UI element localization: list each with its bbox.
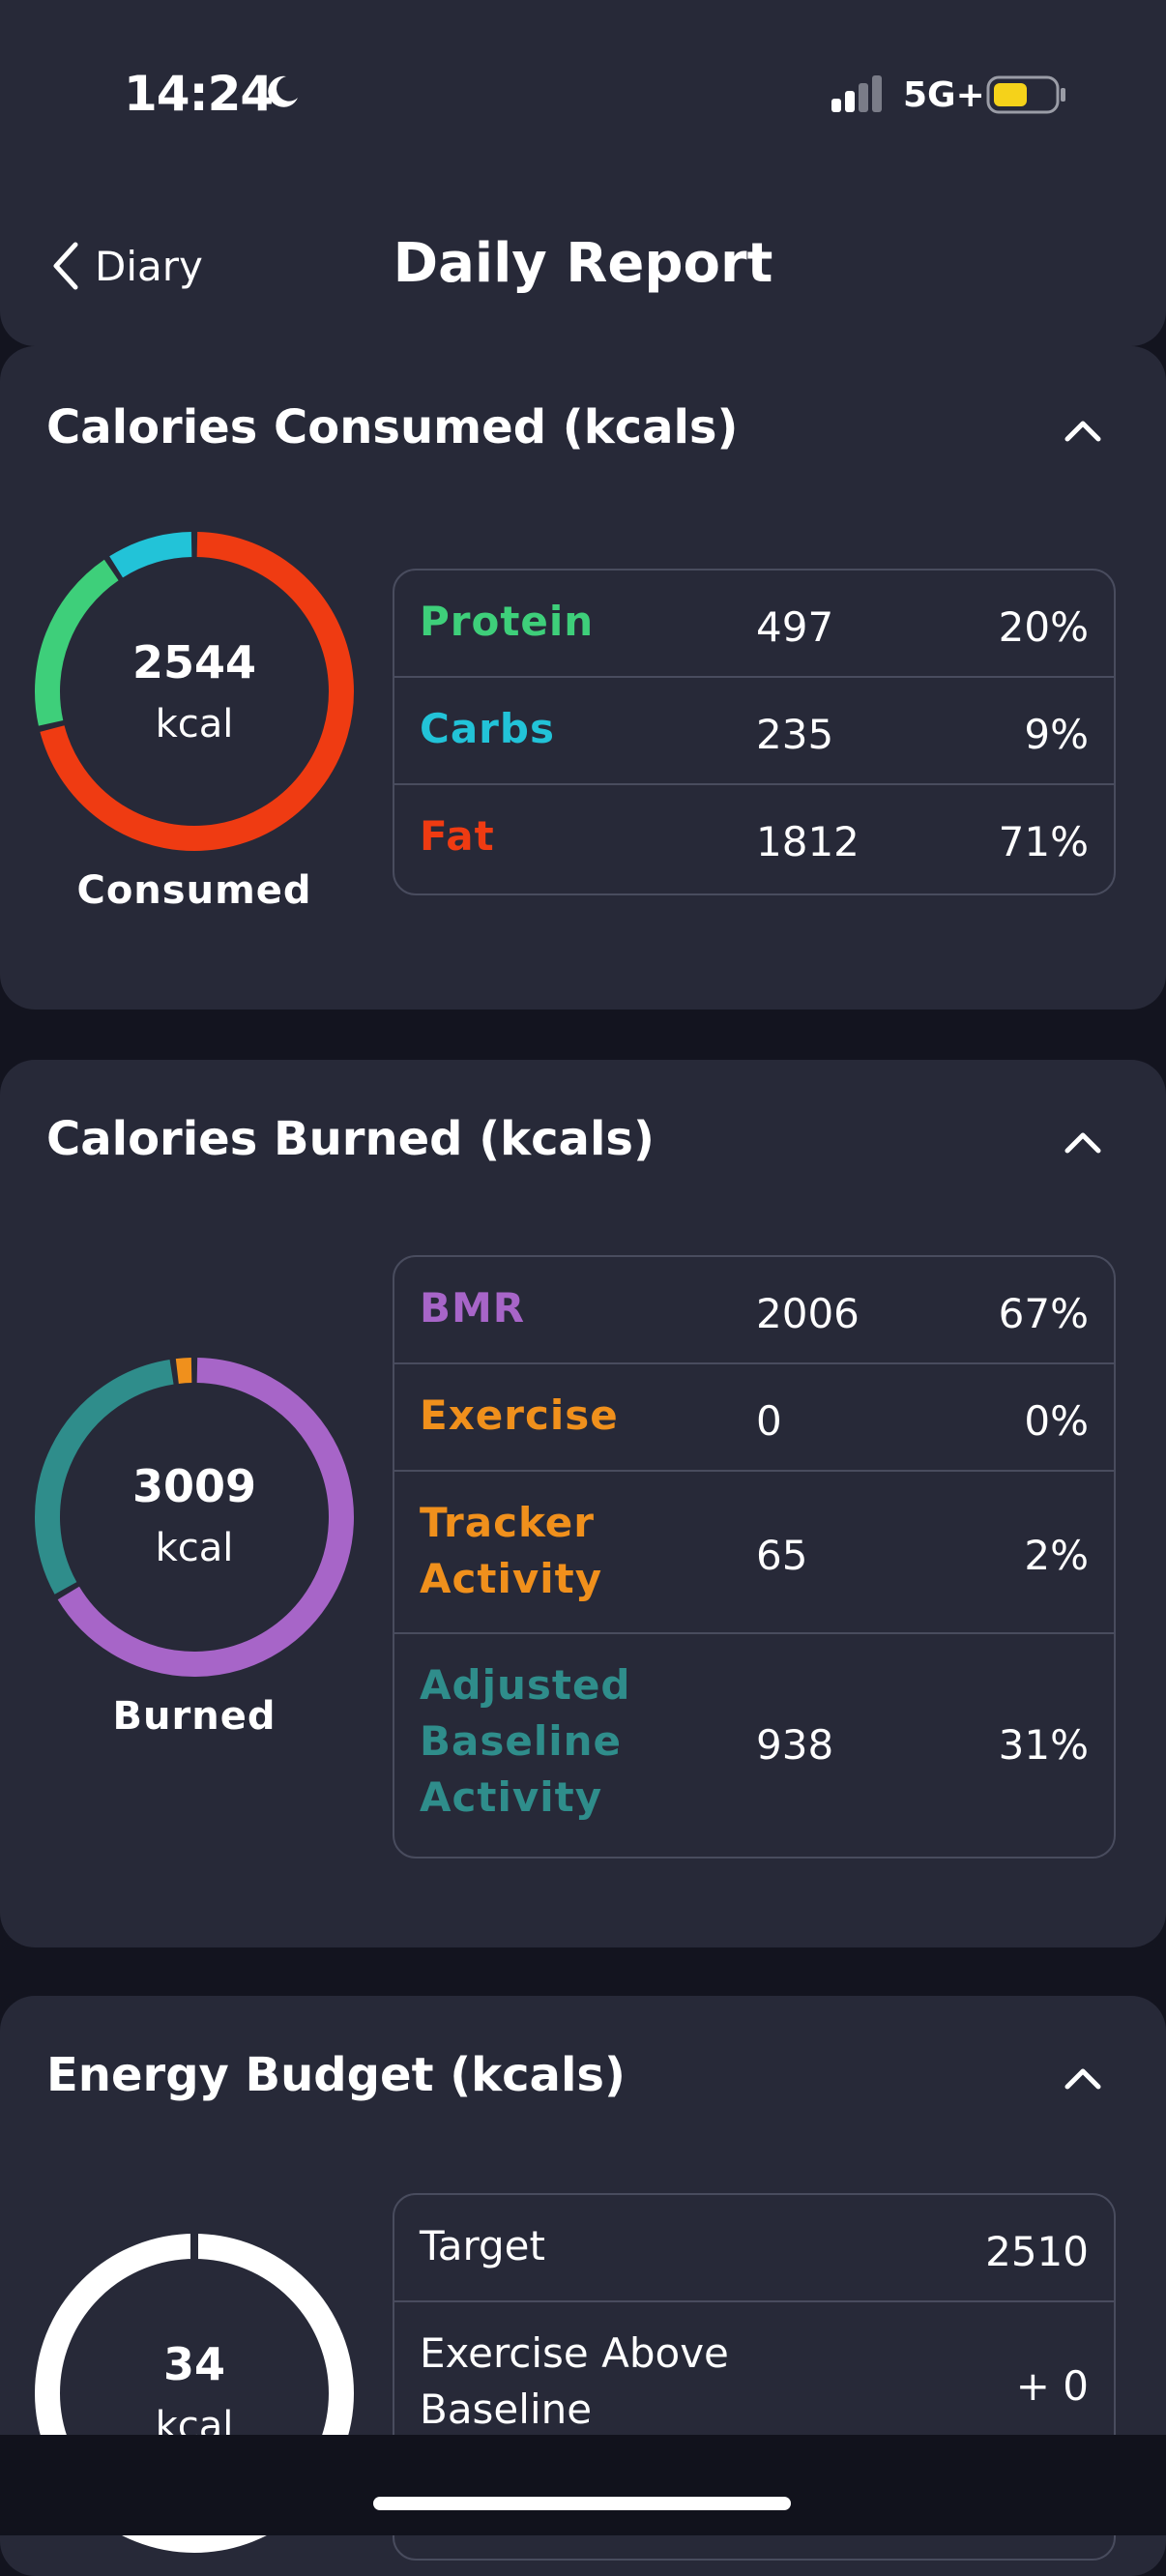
table-row: Carbs 235 9% xyxy=(394,678,1114,785)
target-value: 2510 xyxy=(985,2228,1089,2275)
consumed-total: 2544 xyxy=(131,636,257,688)
table-row: Tracker Activity 65 2% xyxy=(394,1472,1114,1634)
bmr-value: 2006 xyxy=(756,1290,860,1337)
tracker-activity-label: Tracker Activity xyxy=(420,1499,603,1602)
page-title: Daily Report xyxy=(393,232,773,295)
donut-segment-carbs xyxy=(109,532,192,578)
exercise-above-baseline-label: Exercise Above Baseline xyxy=(420,2329,729,2433)
signal-icon xyxy=(831,75,882,112)
carbs-label: Carbs xyxy=(420,705,555,752)
donut-segment-tracker-activity xyxy=(175,1358,192,1384)
protein-label: Protein xyxy=(420,598,595,645)
donut-segment-protein xyxy=(35,559,119,726)
table-row: Target 2510 xyxy=(394,2195,1114,2302)
consumed-card xyxy=(0,346,1166,1010)
chevron-left-icon xyxy=(53,242,78,290)
bmr-label: BMR xyxy=(420,1284,526,1332)
nav-header xyxy=(0,184,1166,346)
home-indicator[interactable] xyxy=(373,2497,791,2510)
network-label: 5G+ xyxy=(903,75,985,115)
table-row: Protein 497 20% xyxy=(394,571,1114,678)
burned-unit: kcal xyxy=(155,1526,234,1570)
adjusted-baseline-activity-label: Adjusted Baseline Activity xyxy=(420,1661,631,1821)
burned-table: BMR 2006 67% Exercise 0 0% Tracker Activ… xyxy=(393,1255,1116,1859)
burned-card xyxy=(0,1060,1166,1947)
consumed-table: Protein 497 20% Carbs 235 9% Fat 1812 71… xyxy=(393,569,1116,895)
table-row: Fat 1812 71% xyxy=(394,785,1114,893)
burned-caption: Burned xyxy=(112,1694,277,1739)
burned-donut-chart xyxy=(35,1358,354,1677)
consumed-title: Calories Consumed (kcals) xyxy=(46,400,739,454)
burned-total: 3009 xyxy=(131,1460,257,1512)
burned-title: Calories Burned (kcals) xyxy=(46,1112,655,1166)
exercise-above-baseline-value: + 0 xyxy=(1015,2362,1089,2410)
consumed-caption: Consumed xyxy=(76,868,312,913)
protein-pct: 20% xyxy=(998,603,1089,651)
donut-segment-bmr xyxy=(57,1358,354,1677)
chevron-up-icon[interactable] xyxy=(1062,416,1104,445)
chevron-up-icon[interactable] xyxy=(1062,2064,1104,2093)
home-bar xyxy=(0,2435,1166,2535)
donut-segment-fat xyxy=(40,532,354,851)
table-row: BMR 2006 67% xyxy=(394,1257,1114,1364)
exercise-label: Exercise xyxy=(420,1391,619,1439)
table-row: Adjusted Baseline Activity 938 31% xyxy=(394,1634,1114,1857)
fat-pct: 71% xyxy=(998,818,1089,865)
battery-icon xyxy=(986,75,1065,114)
budget-title: Energy Budget (kcals) xyxy=(46,2048,626,2102)
protein-value: 497 xyxy=(756,603,834,651)
back-button[interactable]: Diary xyxy=(46,234,203,298)
budget-total: 34 xyxy=(162,2338,225,2390)
fat-value: 1812 xyxy=(756,818,860,865)
tracker-activity-value: 65 xyxy=(756,1532,808,1579)
status-bar xyxy=(0,0,1166,184)
table-row: Exercise Above Baseline + 0 xyxy=(394,2302,1114,2465)
exercise-value: 0 xyxy=(756,1397,782,1445)
consumed-unit: kcal xyxy=(155,702,234,746)
table-row: Exercise 0 0% xyxy=(394,1364,1114,1472)
adjusted-baseline-activity-value: 938 xyxy=(756,1721,834,1769)
tracker-activity-pct: 2% xyxy=(1024,1532,1089,1579)
donut-segment-adjusted-baseline-activity xyxy=(35,1359,174,1595)
carbs-pct: 9% xyxy=(1024,711,1089,758)
consumed-donut-chart xyxy=(35,532,354,851)
moon-icon xyxy=(268,75,298,107)
adjusted-baseline-activity-pct: 31% xyxy=(998,1721,1089,1769)
chevron-up-icon[interactable] xyxy=(1062,1127,1104,1156)
status-time: 14:24 xyxy=(124,66,274,122)
fat-label: Fat xyxy=(420,812,495,860)
bmr-pct: 67% xyxy=(998,1290,1089,1337)
target-label: Target xyxy=(420,2222,545,2269)
back-label: Diary xyxy=(95,242,203,290)
carbs-value: 235 xyxy=(756,711,834,758)
exercise-pct: 0% xyxy=(1024,1397,1089,1445)
